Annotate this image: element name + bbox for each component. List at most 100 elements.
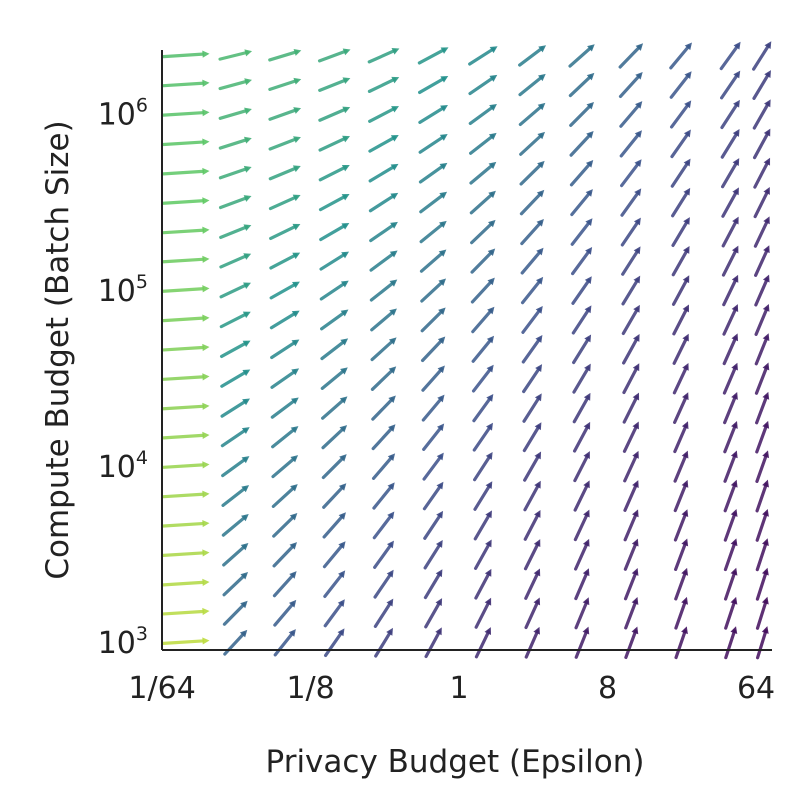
- vector-arrow: [418, 133, 448, 154]
- vector-arrow: [755, 479, 769, 513]
- vector-arrow: [218, 49, 253, 61]
- vector-arrow: [368, 192, 399, 213]
- vector-arrow: [420, 336, 446, 363]
- vector-arrow: [670, 158, 691, 188]
- vector-arrow: [752, 41, 772, 71]
- vector-arrow: [372, 482, 395, 510]
- vector-arrow: [622, 421, 639, 453]
- vector-arrow: [569, 101, 594, 128]
- vector-arrow: [470, 277, 495, 304]
- vector-arrow: [161, 50, 210, 59]
- vector-arrow: [370, 337, 397, 362]
- vector-arrow: [161, 402, 210, 411]
- vector-arrow: [422, 423, 445, 451]
- vector-arrow: [619, 130, 642, 158]
- vector-arrow: [369, 279, 398, 302]
- vector-arrow: [269, 310, 300, 330]
- vector-arrow: [723, 392, 738, 425]
- vector-arrow: [468, 103, 497, 126]
- vector-arrow: [318, 135, 350, 152]
- vector-arrow: [574, 626, 590, 659]
- y-tick-mantissa: 10: [98, 274, 136, 309]
- vector-arrow: [418, 76, 449, 95]
- vector-arrow: [474, 627, 492, 659]
- vector-arrow: [622, 334, 640, 365]
- vector-arrow: [673, 479, 689, 513]
- vector-arrow: [623, 538, 639, 571]
- vector-arrow: [720, 70, 741, 100]
- vector-arrow: [367, 76, 400, 93]
- vector-arrow: [222, 572, 249, 597]
- vector-arrow: [674, 596, 688, 630]
- vector-arrow: [161, 314, 210, 323]
- vector-arrow: [268, 107, 302, 121]
- vector-arrow: [218, 78, 252, 91]
- vector-arrow: [323, 599, 345, 628]
- vector-arrow: [321, 425, 348, 450]
- vector-arrow: [720, 129, 740, 159]
- vector-arrow: [369, 221, 398, 243]
- vector-arrow: [673, 421, 689, 454]
- vector-arrow: [471, 364, 494, 393]
- vector-arrow: [721, 216, 739, 248]
- vector-arrow: [474, 597, 492, 629]
- vector-arrow: [161, 167, 210, 176]
- vector-arrow: [571, 305, 592, 335]
- vector-arrow: [268, 77, 302, 91]
- vector-arrow: [669, 42, 692, 70]
- vector-arrow: [219, 282, 251, 299]
- vector-arrow: [573, 480, 590, 512]
- vector-arrow: [755, 567, 769, 601]
- vector-arrow: [723, 421, 738, 454]
- vector-arrow: [623, 480, 639, 512]
- vector-arrow: [722, 333, 739, 366]
- vector-arrow: [221, 485, 250, 507]
- y-tick-exponent: 5: [136, 271, 148, 293]
- vector-arrow: [422, 481, 444, 511]
- vector-arrow: [572, 334, 592, 365]
- vector-arrow: [671, 187, 691, 218]
- vector-arrow: [471, 335, 495, 363]
- vector-arrow: [571, 247, 593, 276]
- vector-arrow: [423, 569, 443, 600]
- vector-arrow: [268, 136, 301, 151]
- vector-arrow: [521, 305, 543, 334]
- vector-arrow: [161, 373, 210, 381]
- vector-arrow: [319, 280, 349, 301]
- vector-arrow: [374, 627, 393, 658]
- vector-arrow: [521, 335, 543, 364]
- vector-arrow: [523, 480, 541, 512]
- vector-arrow: [519, 189, 545, 216]
- arrow-field: [161, 41, 772, 660]
- vector-arrow: [473, 539, 492, 570]
- vector-arrow: [219, 340, 251, 359]
- vector-arrow: [420, 278, 447, 303]
- vector-arrow: [722, 362, 738, 395]
- vector-arrow: [722, 274, 739, 307]
- vector-arrow: [721, 187, 739, 218]
- vector-arrow: [674, 538, 689, 572]
- vector-arrow: [418, 105, 448, 124]
- vector-arrow: [671, 217, 690, 248]
- vector-arrow: [219, 224, 252, 240]
- vector-arrow: [672, 362, 689, 395]
- vector-arrow: [574, 538, 590, 571]
- vector-arrow: [368, 163, 399, 183]
- vector-arrow: [219, 253, 252, 269]
- y-tick-label: 103: [98, 623, 148, 661]
- vector-arrow: [752, 70, 771, 100]
- vector-arrow: [622, 363, 640, 395]
- vector-arrow: [674, 567, 689, 601]
- x-tick-label: 1: [450, 671, 469, 706]
- vector-arrow: [269, 252, 301, 270]
- vector-arrow: [623, 568, 639, 601]
- vector-arrow: [753, 187, 770, 219]
- x-tick-label: 64: [737, 671, 775, 706]
- vector-arrow: [319, 222, 350, 242]
- vector-arrow: [574, 568, 590, 601]
- y-tick-label: 105: [98, 271, 148, 309]
- vector-arrow: [755, 508, 769, 542]
- vector-arrow: [621, 304, 640, 336]
- vector-arrow: [218, 136, 252, 150]
